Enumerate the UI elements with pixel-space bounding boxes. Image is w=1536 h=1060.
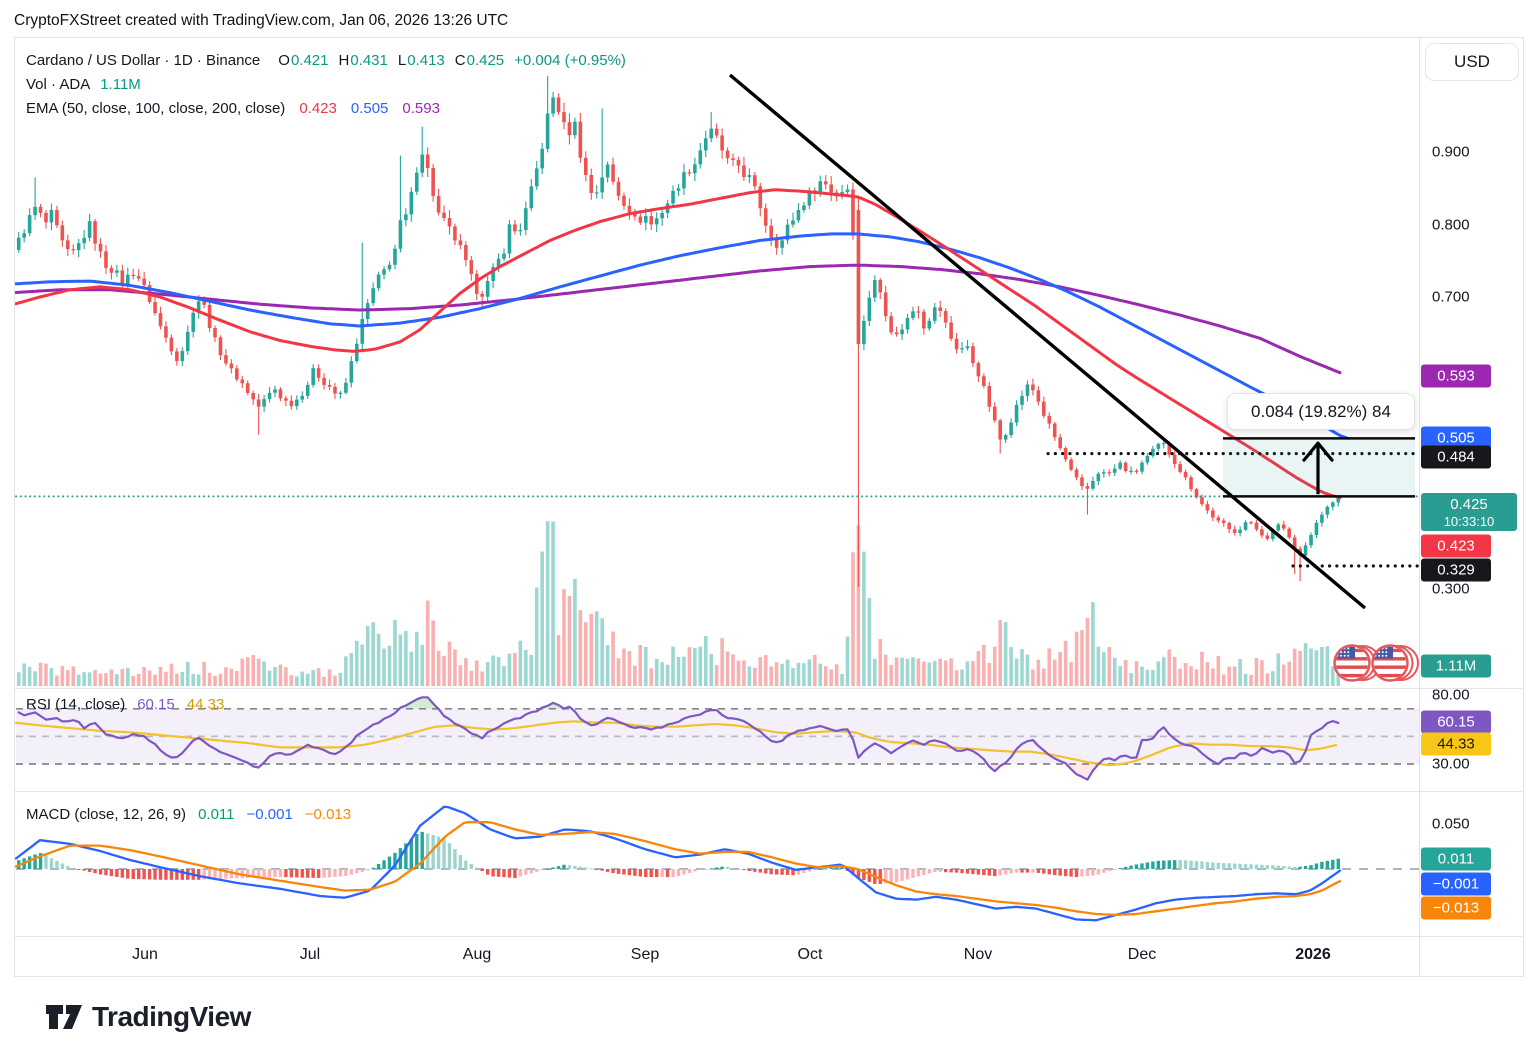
macd-axis-badge: −0.001 — [1421, 872, 1491, 896]
price-axis-badge: 1.11M — [1421, 654, 1491, 678]
macd-axis-badge: −0.013 — [1421, 896, 1491, 920]
time-axis-label: 2026 — [1295, 946, 1331, 963]
currency-toggle-button[interactable]: USD — [1425, 43, 1519, 81]
rsi-label: RSI (14, close) — [26, 696, 126, 713]
rsi-axis-badge: 60.15 — [1421, 710, 1491, 734]
change-value: +0.004 (+0.95%) — [514, 52, 626, 69]
flag-coins-icon — [1333, 644, 1419, 682]
brand-footer[interactable]: TradingView — [45, 1001, 251, 1033]
volume-value: 1.11M — [100, 76, 141, 93]
ema100-value: 0.505 — [350, 100, 389, 117]
time-axis-label: Nov — [963, 946, 993, 963]
macd-axis-badge: 0.011 — [1421, 847, 1491, 871]
price-axis-badge: 0.329 — [1421, 558, 1491, 582]
macd-axis-tick: 0.050 — [1432, 815, 1470, 833]
price-axis-tick: 0.700 — [1432, 288, 1470, 306]
macd-hist-value: 0.011 — [198, 806, 235, 823]
price-axis-badge: 0.505 — [1421, 426, 1491, 450]
tradingview-logo-text: TradingView — [92, 1001, 251, 1032]
rsi-axis-badge: 44.33 — [1421, 732, 1491, 756]
drawings-layer — [15, 73, 1421, 610]
rsi-value: 60.15 — [137, 696, 175, 713]
ohlc-close: C 0.425 — [454, 52, 505, 69]
ema50-value: 0.423 — [299, 100, 337, 117]
volume-label: Vol · ADA — [26, 76, 91, 93]
symbol-legend[interactable]: Cardano / US Dollar · 1D · Binance O 0.42… — [26, 52, 626, 69]
time-axis-label: Jun — [132, 946, 158, 963]
ema-legend[interactable]: EMA (50, close, 100, close, 200, close) … — [26, 100, 440, 117]
measure-tooltip: 0.084 (19.82%) 84 — [1227, 393, 1415, 430]
ohlc-open: O 0.421 — [278, 52, 329, 69]
ohlc-high: H 0.431 — [338, 52, 388, 69]
rsi-axis-tick: 30.00 — [1432, 755, 1470, 773]
price-axis-tick: 0.800 — [1432, 216, 1470, 234]
panel-gridlines-layer — [16, 707, 1419, 870]
price-axis-tick: 0.900 — [1432, 143, 1470, 161]
price-axis-badge: 0.423 — [1421, 534, 1491, 558]
symbol-title: Cardano / US Dollar · 1D · Binance — [26, 52, 261, 69]
rsi-ma-value: 44.33 — [186, 696, 225, 713]
ohlc-low: L 0.413 — [397, 52, 445, 69]
volume-legend[interactable]: Vol · ADA 1.11M — [26, 76, 141, 93]
attribution-text: CryptoFXStreet created with TradingView.… — [14, 12, 509, 29]
macd-layer — [14, 805, 1342, 922]
candles-layer — [16, 75, 1341, 587]
macd-line-value: −0.001 — [246, 806, 293, 823]
price-axis-badge: 0.593 — [1421, 364, 1491, 388]
ema-lines-layer — [14, 188, 1350, 500]
price-axis-tick: 0.300 — [1432, 580, 1470, 598]
price-axis-badge: 0.484 — [1421, 445, 1491, 469]
rsi-legend[interactable]: RSI (14, close) 60.15 44.33 — [26, 696, 224, 713]
macd-signal-value: −0.013 — [304, 806, 352, 823]
tradingview-logo-icon — [46, 1005, 82, 1029]
time-axis-label: Oct — [797, 946, 823, 963]
rsi-layer — [14, 696, 1340, 781]
ema200-value: 0.593 — [402, 100, 440, 117]
rsi-axis-tick: 80.00 — [1432, 686, 1470, 704]
price-axis-badge: 0.425 10:33:10 — [1421, 493, 1517, 531]
time-axis-label: Sep — [630, 946, 660, 963]
time-axis-label: Dec — [1127, 946, 1157, 963]
macd-legend[interactable]: MACD (close, 12, 26, 9) 0.011 −0.001 −0.… — [26, 806, 351, 823]
time-axis-label: Aug — [462, 946, 492, 963]
time-axis-label: Jul — [299, 946, 321, 963]
volume-layer — [16, 521, 1341, 686]
ema-label: EMA (50, close, 100, close, 200, close) — [26, 100, 286, 117]
macd-label: MACD (close, 12, 26, 9) — [26, 806, 187, 823]
